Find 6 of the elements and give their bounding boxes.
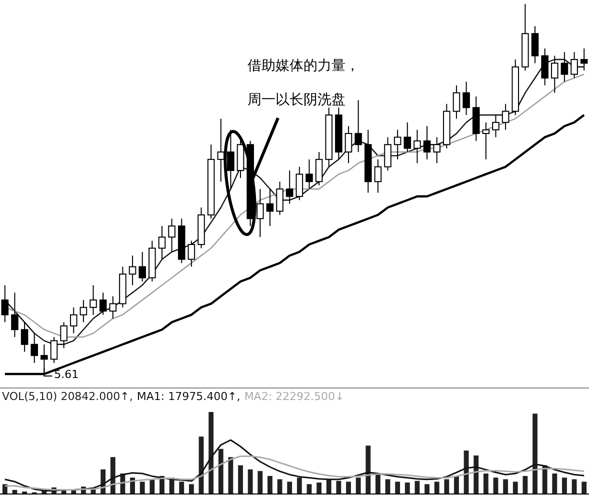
annotation: 5.61: [54, 368, 79, 381]
text: MA1: 17975.400↑,: [136, 390, 240, 403]
annotation: 周一以长阴洗盘: [247, 92, 346, 108]
text: VOL(5,10) 20842.000↑,: [2, 390, 133, 403]
text: MA2: 22292.500↓: [244, 390, 344, 403]
annotation: 借助媒体的力量，: [247, 58, 360, 74]
